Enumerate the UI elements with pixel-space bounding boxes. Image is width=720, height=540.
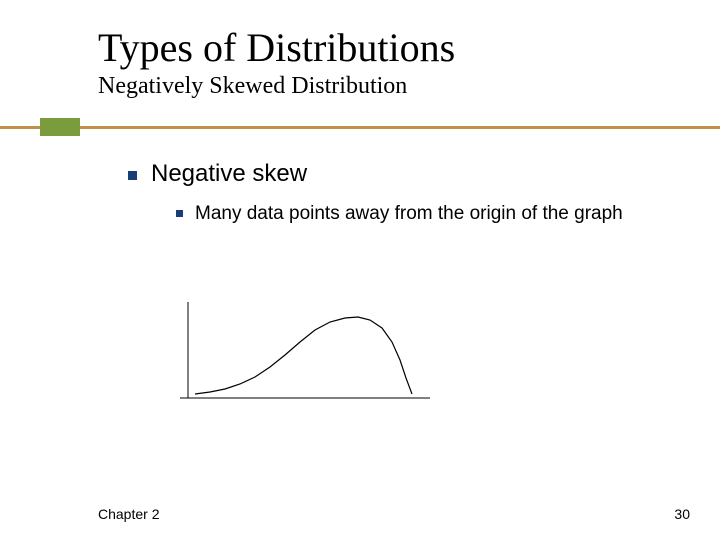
bullet-level2-text: Many data points away from the origin of… <box>195 202 623 227</box>
title-underline <box>0 126 720 129</box>
bullet-level1-text: Negative skew <box>151 160 307 188</box>
content-area: Negative skew Many data points away from… <box>128 160 688 227</box>
negative-skew-curve-icon <box>170 290 440 410</box>
list-item: Negative skew <box>128 160 688 188</box>
footer-chapter-label: Chapter 2 <box>98 506 159 522</box>
slide-subtitle: Negatively Skewed Distribution <box>98 73 455 100</box>
title-block: Types of Distributions Negatively Skewed… <box>98 24 455 100</box>
underline-accent-box <box>40 118 80 136</box>
list-item: Many data points away from the origin of… <box>176 202 688 227</box>
square-bullet-icon <box>128 171 137 180</box>
square-bullet-icon <box>176 210 183 217</box>
underline-main-bar <box>0 126 720 129</box>
distribution-chart <box>170 290 440 410</box>
slide: Types of Distributions Negatively Skewed… <box>0 0 720 540</box>
footer-page-number: 30 <box>674 506 690 522</box>
slide-title: Types of Distributions <box>98 24 455 71</box>
